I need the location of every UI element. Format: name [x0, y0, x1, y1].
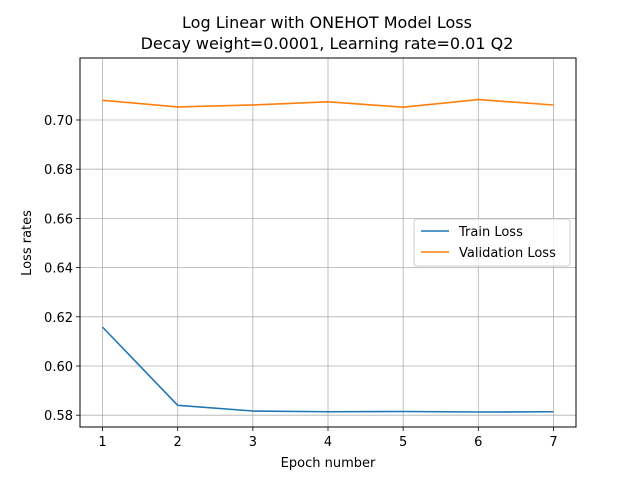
x-tick-label: 5 [399, 435, 407, 450]
legend-label-validation-loss: Validation Loss [459, 246, 556, 261]
x-tick-label: 6 [474, 435, 482, 450]
y-axis-ticks: 0.58 0.60 0.62 0.64 0.66 0.68 0.70 [44, 114, 80, 424]
chart-title-line2: Decay weight=0.0001, Learning rate=0.01 … [141, 34, 514, 53]
y-tick-label: 0.58 [44, 409, 73, 424]
legend: Train Loss Validation Loss [413, 218, 571, 267]
x-tick-label: 7 [549, 435, 557, 450]
legend-box [413, 218, 571, 267]
y-tick-label: 0.64 [44, 262, 73, 277]
x-tick-label: 4 [324, 435, 332, 450]
y-tick-label: 0.66 [44, 212, 73, 227]
x-axis-label: Epoch number [281, 456, 376, 471]
y-axis-label: Loss rates [20, 210, 35, 276]
series-lines [101, 98, 554, 413]
y-tick-label: 0.68 [44, 163, 73, 178]
legend-label-train-loss: Train Loss [458, 225, 523, 240]
chart-title-line1: Log Linear with ONEHOT Model Loss [182, 13, 472, 32]
x-tick-label: 3 [249, 435, 257, 450]
x-axis-ticks: 1 2 3 4 5 6 7 [98, 427, 558, 450]
x-tick-label: 1 [98, 435, 106, 450]
y-tick-label: 0.60 [44, 360, 73, 375]
x-tick-label: 2 [174, 435, 182, 450]
y-tick-label: 0.70 [44, 114, 73, 129]
y-tick-label: 0.62 [44, 311, 73, 326]
